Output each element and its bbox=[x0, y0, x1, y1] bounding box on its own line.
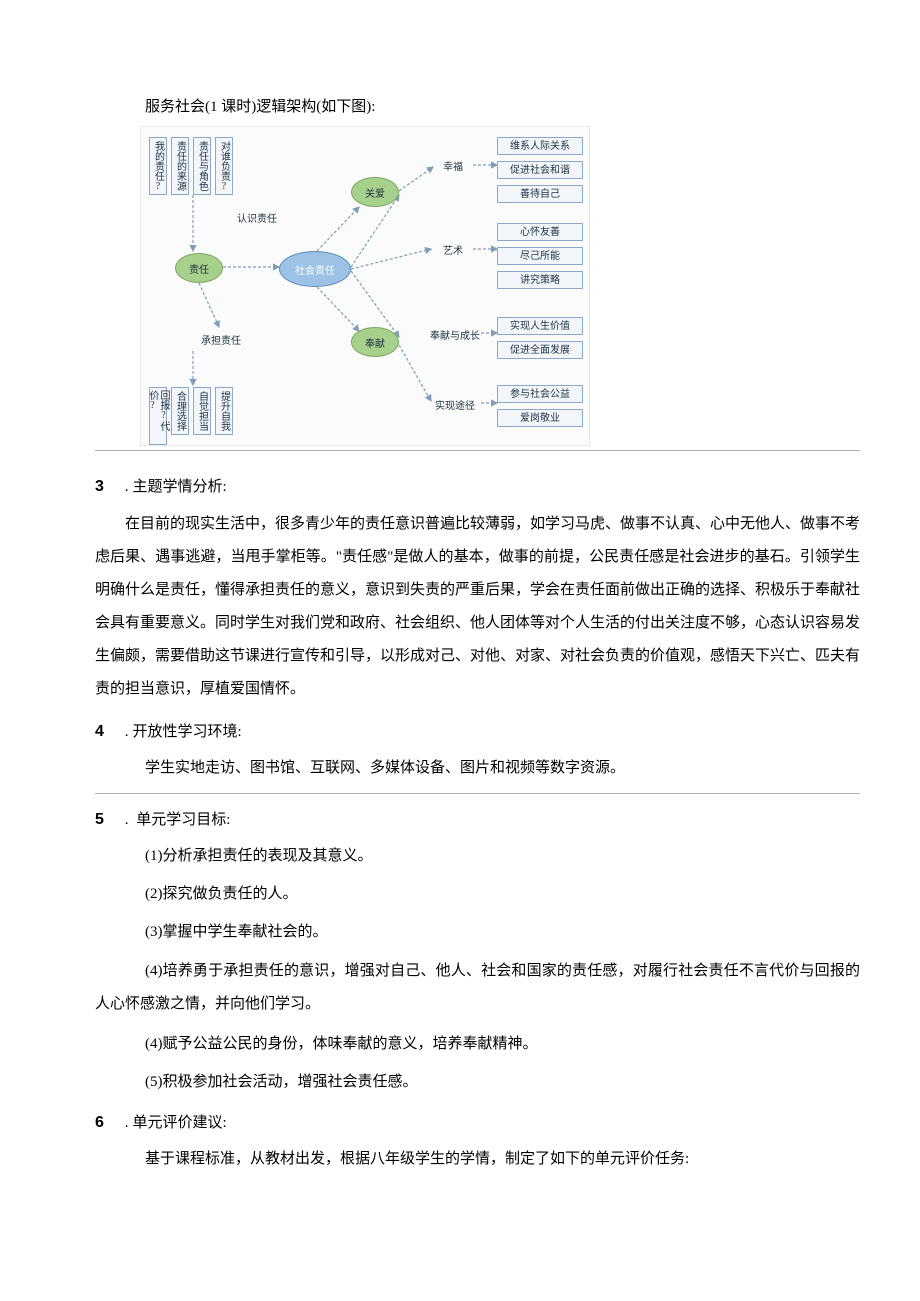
section-heading: 6 .单元评价建议: bbox=[95, 1111, 860, 1132]
section-number: 4 bbox=[95, 723, 113, 741]
list-item: (2)探究做负责任的人。 bbox=[145, 879, 860, 909]
diagram-box: 责任与角色 bbox=[193, 137, 211, 195]
diagram-box: 实现人生价值 bbox=[497, 317, 583, 335]
diagram-box: 讲究策略 bbox=[497, 271, 583, 289]
section-6: 6 .单元评价建议: 基于课程标准，从教材出发，根据八年级学生的学情，制定了如下… bbox=[95, 1111, 860, 1174]
section-heading: 4 .开放性学习环境: bbox=[95, 720, 860, 741]
diagram-cloud: 实现途径 bbox=[427, 389, 483, 419]
list-item: (3)掌握中学生奉献社会的。 bbox=[145, 917, 860, 947]
diagram-box: 责任的来源 bbox=[171, 137, 189, 195]
diagram-cloud: 奉献与成长 bbox=[427, 319, 483, 349]
diagram-ellipse: 责任 bbox=[175, 253, 223, 283]
diagram-cloud: 幸福 bbox=[431, 153, 475, 177]
diagram-box: 我的责任? bbox=[149, 137, 167, 195]
diagram-box: 自觉担当 bbox=[193, 387, 211, 435]
section-number: 6 bbox=[95, 1114, 113, 1132]
section-number: 3 bbox=[95, 478, 113, 496]
diagram-ellipse: 奉献 bbox=[351, 327, 399, 357]
list-item: (4)赋予公益公民的身份，体味奉献的意义，培养奉献精神。 bbox=[145, 1029, 860, 1059]
section-heading: 3 .主题学情分析: bbox=[95, 475, 860, 496]
section-dot: . bbox=[125, 724, 129, 740]
section-dot: . bbox=[125, 479, 129, 495]
diagram-box: 提升自我 bbox=[215, 387, 233, 435]
section-title: 单元评价建议: bbox=[133, 1115, 227, 1131]
section-dot: . bbox=[125, 1115, 129, 1131]
section-3: 3 .主题学情分析: 在目前的现实生活中，很多青少年的责任意识普遍比较薄弱，如学… bbox=[95, 475, 860, 706]
diagram-box: 参与社会公益 bbox=[497, 385, 583, 403]
section-number: 5 bbox=[95, 811, 113, 829]
section-dot: . bbox=[125, 812, 129, 828]
section-body: 学生实地走访、图书馆、互联网、多媒体设备、图片和视频等数字资源。 bbox=[145, 753, 860, 783]
diagram-box: 尽己所能 bbox=[497, 247, 583, 265]
diagram-box: 善待自己 bbox=[497, 185, 583, 203]
diagram-box: 促进社会和谐 bbox=[497, 161, 583, 179]
section-title: 开放性学习环境: bbox=[133, 724, 242, 740]
section-5: 5 . 单元学习目标: (1)分析承担责任的表现及其意义。 (2)探究做负责任的人… bbox=[95, 808, 860, 1097]
diagram-box: 促进全面发展 bbox=[497, 341, 583, 359]
list-item: (4)培养勇于承担责任的意识，增强对自己、他人、社会和国家的责任感，对履行社会责… bbox=[95, 955, 860, 1021]
diagram-center: 社会责任 bbox=[279, 251, 351, 287]
diagram-box: 对谁负责? bbox=[215, 137, 233, 195]
diagram-cloud: 承担责任 bbox=[191, 327, 251, 351]
diagram-cloud: 认识责任 bbox=[227, 205, 287, 229]
diagram-box: 爱岗敬业 bbox=[497, 409, 583, 427]
diagram-wrap: 我的责任?责任的来源责任与角色对谁负责? 回报?代价?合理选择自觉担当提升自我 维系… bbox=[95, 126, 860, 451]
concept-diagram: 我的责任?责任的来源责任与角色对谁负责? 回报?代价?合理选择自觉担当提升自我 维系… bbox=[140, 126, 590, 446]
diagram-box: 回报?代价? bbox=[149, 387, 167, 445]
diagram-box: 心怀友善 bbox=[497, 223, 583, 241]
list-item: (5)积极参加社会活动，增强社会责任感。 bbox=[145, 1067, 860, 1097]
section-body: 在目前的现实生活中，很多青少年的责任意识普遍比较薄弱，如学习马虎、做事不认真、心… bbox=[95, 508, 860, 706]
diagram-box: 合理选择 bbox=[171, 387, 189, 435]
intro-line: 服务社会(1 课时)逻辑架构(如下图): bbox=[145, 95, 860, 116]
diagram-box: 维系人际关系 bbox=[497, 137, 583, 155]
section-body: 基于课程标准，从教材出发，根据八年级学生的学情，制定了如下的单元评价任务: bbox=[145, 1144, 860, 1174]
section-heading: 5 . 单元学习目标: bbox=[95, 808, 860, 829]
diagram-ellipse: 关爱 bbox=[351, 177, 399, 207]
section-title: 主题学情分析: bbox=[133, 479, 227, 495]
section-title: 单元学习目标: bbox=[136, 812, 230, 828]
section-4: 4 .开放性学习环境: 学生实地走访、图书馆、互联网、多媒体设备、图片和视频等数… bbox=[95, 720, 860, 794]
list-item: (1)分析承担责任的表现及其意义。 bbox=[145, 841, 860, 871]
diagram-cloud: 艺术 bbox=[431, 237, 475, 261]
